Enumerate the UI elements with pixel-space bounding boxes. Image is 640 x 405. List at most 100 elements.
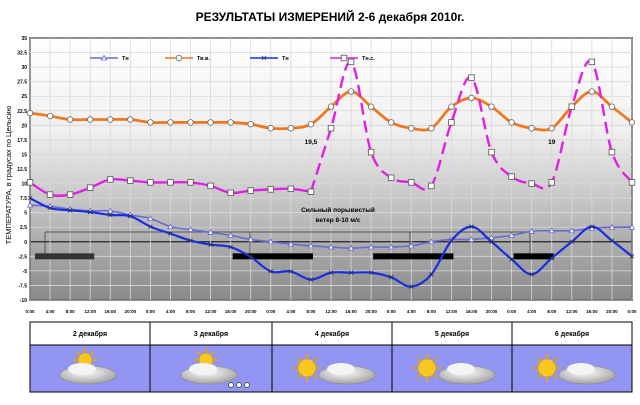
data-point-circle [227,119,234,126]
y-tick-label: 15 [21,152,27,158]
data-point-circle [46,112,54,120]
data-point-square [327,125,335,132]
snowflake-icon [228,382,234,388]
y-tick-label: 35 [21,36,27,42]
data-point-triangle [100,54,108,61]
data-point-square [247,187,254,194]
data-point-triangle [147,215,154,221]
sun-ray [416,374,421,379]
data-point-circle [187,119,194,126]
wind-period-bar [373,253,454,260]
data-point-square [347,58,355,66]
x-tick-label: 8:00 [306,309,316,314]
data-point-triangle [488,234,495,241]
sun-ray [536,374,541,379]
y-tick-label: 22.5 [17,109,27,115]
data-point-x [509,256,514,262]
data-point-square [267,186,274,193]
data-point-square [107,176,114,183]
data-point-triangle [287,240,295,247]
data-point-triangle [367,243,375,250]
y-tick-label: 17.5 [17,138,27,144]
chart-title: РЕЗУЛЬТАТЫ ИЗМЕРЕНИЙ 2-6 декабря 2010г. [196,9,465,24]
x-tick-label: 0:00 [627,309,637,314]
data-point-square [26,179,34,186]
data-point-triangle [327,243,335,250]
x-tick-label: 20:00 [606,309,618,314]
x-tick-label: 4:00 [527,309,537,314]
data-point-square [127,177,134,184]
data-point-circle [508,119,515,126]
data-point-square [287,185,295,192]
sun-ray [296,357,301,362]
x-tick-label: 12:00 [205,309,217,314]
data-point-circle [26,109,34,117]
data-point-circle [347,88,355,95]
x-tick-label: 4:00 [46,309,56,314]
data-point-x [228,244,233,250]
data-point-circle [428,125,435,132]
data-point-triangle [227,231,234,238]
sun-behind-cloud-icon [59,348,117,385]
x-tick-label: 0:00 [25,309,35,314]
data-point-x [449,238,454,243]
data-point-x [589,224,595,229]
data-point-circle [608,103,616,110]
day-label: 6 декабря [555,330,589,338]
sun-behind-cloud-snow-icon [180,348,250,388]
x-tick-label: 0:00 [387,309,397,314]
data-point-x [67,208,73,213]
data-point-square [46,191,54,198]
y-tick-label: -7.5 [18,283,27,289]
data-point-triangle [207,229,214,235]
data-point-circle [175,54,183,62]
x-tick-label: 12:00 [84,309,96,314]
data-point-circle [408,125,415,132]
data-point-triangle [528,227,535,234]
data-point-circle [548,125,555,132]
y-tick-label: 27.5 [17,80,27,86]
x-tick-label: 12:00 [325,309,337,314]
snowflake-icon [244,382,250,388]
data-point-x [368,270,374,275]
data-point-x [469,224,474,229]
data-point-x [268,269,274,274]
y-tick-label: 30 [21,65,27,71]
data-point-circle [167,119,174,126]
series-line-dashed [309,59,633,193]
data-point-square [147,179,154,186]
cloud-puff [68,363,96,375]
data-point-circle [528,125,535,132]
data-point-square [387,174,395,181]
x-tick-label: 20:00 [245,309,257,314]
y-tick-label: 32.5 [17,51,27,57]
data-point-x [188,238,193,243]
data-point-x [27,195,33,201]
y-tick-label: -5 [23,269,28,275]
sun-ray [433,374,438,379]
sun-ray [313,374,318,379]
x-tick-label: 20:00 [125,309,137,314]
data-point-x [128,213,133,219]
data-point-triangle [106,207,114,214]
data-point-square [66,191,74,198]
data-point-triangle [167,223,174,230]
data-point-triangle [187,226,194,232]
data-point-x [609,238,615,243]
data-point-circle [66,116,74,123]
data-point-x [529,272,534,277]
data-point-circle [388,119,395,126]
data-point-square [307,188,315,195]
cloud-puff [567,363,595,375]
data-point-x [168,231,173,236]
x-tick-label: 20:00 [365,309,377,314]
data-point-circle [327,103,335,110]
data-point-triangle [548,227,556,234]
sun-and-cloud-icon [413,354,496,385]
series-3 [26,58,636,198]
data-point-x [87,209,93,215]
x-tick-label: 0:00 [266,309,276,314]
x-tick-label: 0:00 [146,309,156,314]
y-tick-label: 25 [21,94,27,100]
data-point-triangle [407,242,415,249]
